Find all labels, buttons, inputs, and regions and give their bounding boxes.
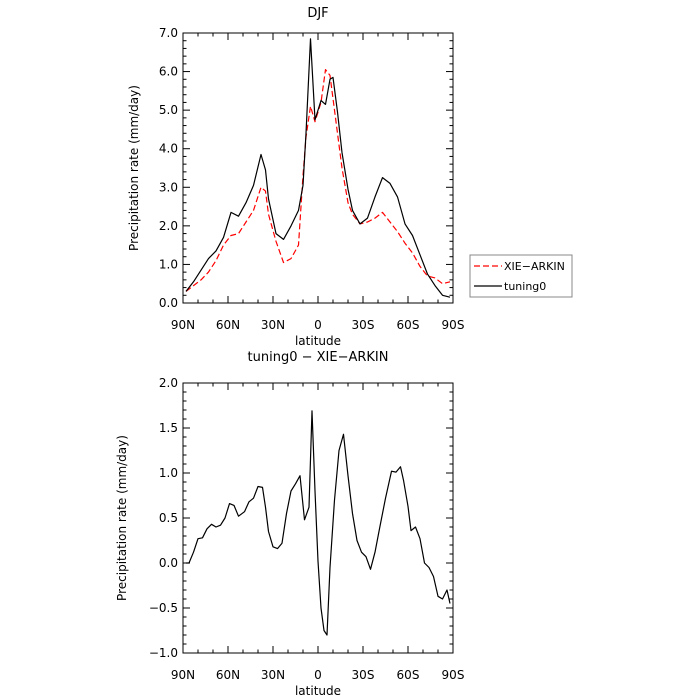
chart-panel-difference: tuning0 − XIE−ARKIN −1.0 −0.5 0.0 0.5 1.0 1.5…	[115, 350, 464, 698]
legend: XIE−ARKIN tuning0	[469, 254, 573, 298]
y-tick-label: 0.0	[159, 556, 178, 570]
x-tick-label: 30S	[352, 668, 375, 682]
y-tick-label: 1.5	[159, 421, 178, 435]
y-tick-label: 4.0	[159, 142, 178, 156]
y-axis-label: Precipitation rate (mm/day)	[127, 85, 141, 251]
y-tick-label: 6.0	[159, 65, 178, 79]
legend-label-xie-arkin: XIE−ARKIN	[504, 260, 565, 273]
x-axis-label: latitude	[295, 684, 341, 698]
legend-label-tuning0: tuning0	[504, 280, 546, 293]
y-tick-label: 5.0	[159, 103, 178, 117]
series-line-tuning0	[185, 38, 451, 298]
x-tick-labels: 90N 60N 30N 0 30S 60S 90S	[171, 318, 465, 332]
x-tick-label: 90S	[442, 318, 465, 332]
y-tick-label: 1.0	[159, 257, 178, 271]
plot-frame	[182, 32, 454, 304]
chart-panel-djf: DJF 0.0 1.0 2.0 3.0 4.0 5.0 6.0 7.0 90N 60N 30N 0 3…	[127, 6, 464, 348]
x-tick-label: 60N	[216, 668, 240, 682]
y-tick-labels: −1.0 −0.5 0.0 0.5 1.0 1.5 2.0	[149, 376, 178, 660]
x-tick-label: 60S	[397, 668, 420, 682]
y-tick-label: 2.0	[159, 376, 178, 390]
x-tick-label: 90N	[171, 668, 195, 682]
y-tick-label: 0.0	[159, 296, 178, 310]
y-tick-labels: 0.0 1.0 2.0 3.0 4.0 5.0 6.0 7.0	[159, 26, 178, 310]
series-lines	[185, 38, 451, 298]
x-tick-label: 90N	[171, 318, 195, 332]
y-axis-label: Precipitation rate (mm/day)	[115, 435, 129, 601]
legend-box	[469, 254, 573, 298]
x-axis-label: latitude	[295, 334, 341, 348]
x-tick-label: 30N	[261, 668, 285, 682]
y-tick-label: 1.0	[159, 466, 178, 480]
y-tick-label: 3.0	[159, 180, 178, 194]
y-tick-label: 2.0	[159, 219, 178, 233]
tick-marks	[182, 382, 454, 654]
plot-frame	[182, 382, 454, 654]
tick-marks	[182, 32, 454, 304]
y-tick-label: −0.5	[149, 601, 178, 615]
chart-title: DJF	[307, 6, 328, 21]
chart-title: tuning0 − XIE−ARKIN	[248, 350, 389, 365]
x-tick-label: 90S	[442, 668, 465, 682]
y-tick-label: 0.5	[159, 511, 178, 525]
series-line-difference	[186, 410, 451, 636]
y-tick-label: −1.0	[149, 646, 178, 660]
y-tick-label: 7.0	[159, 26, 178, 40]
x-tick-label: 0	[314, 318, 322, 332]
series-line-xie-arkin	[185, 68, 451, 292]
x-tick-label: 60N	[216, 318, 240, 332]
x-tick-label: 30N	[261, 318, 285, 332]
x-tick-label: 30S	[352, 318, 375, 332]
x-tick-label: 60S	[397, 318, 420, 332]
x-tick-labels: 90N 60N 30N 0 30S 60S 90S	[171, 668, 465, 682]
series-lines	[186, 410, 451, 636]
x-tick-label: 0	[314, 668, 322, 682]
